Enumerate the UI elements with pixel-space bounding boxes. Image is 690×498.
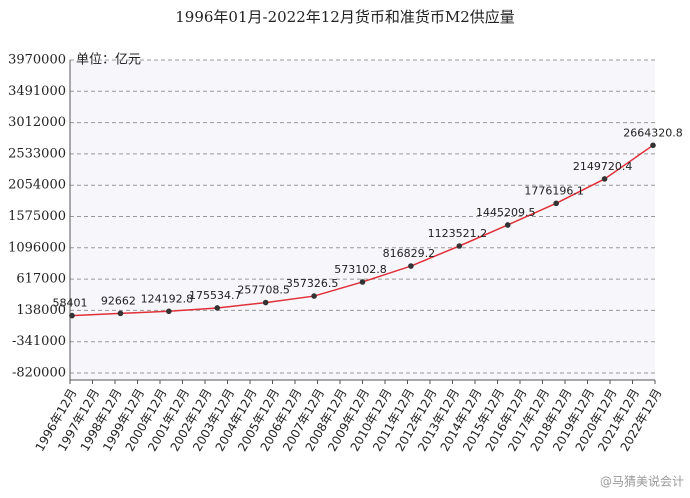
point <box>214 305 221 311</box>
point <box>456 243 463 249</box>
value-label: 2149720.4 <box>573 160 633 173</box>
y-tick-label: 617000 <box>16 272 66 287</box>
y-tick-label: 138000 <box>16 303 66 318</box>
value-label: 124192.8 <box>141 292 194 305</box>
value-label: 175534.7 <box>189 289 242 302</box>
y-tick-label: 3970000 <box>8 53 66 68</box>
value-label: 1445209.5 <box>476 206 536 219</box>
value-label: 1776196.1 <box>524 184 584 197</box>
chart-title: 1996年01月-2022年12月货币和准货币M2供应量 <box>175 8 515 26</box>
plot-area <box>70 60 655 380</box>
value-label: 357326.5 <box>286 277 339 290</box>
y-tick-label: 1575000 <box>8 209 66 224</box>
y-tick-label: -341000 <box>12 334 66 349</box>
point <box>553 200 559 207</box>
value-label: 1123521.2 <box>428 227 488 240</box>
point <box>117 310 124 317</box>
point <box>359 279 366 285</box>
point <box>69 312 75 319</box>
point <box>262 299 269 306</box>
value-label: 2664320.8 <box>623 126 683 139</box>
y-tick-label: 2054000 <box>8 178 66 193</box>
value-label: 92662 <box>101 294 136 307</box>
y-tick-label: 2533000 <box>8 146 66 161</box>
value-label: 58401 <box>53 297 88 310</box>
point <box>166 308 172 315</box>
y-tick-label: 1096000 <box>8 240 66 255</box>
point <box>650 142 656 149</box>
y-tick-label: 3491000 <box>8 84 66 99</box>
watermark: @马猜美说会计 <box>600 474 684 489</box>
value-label: 573102.8 <box>334 263 387 276</box>
point <box>311 293 317 299</box>
y-tick-label: -820000 <box>12 366 66 381</box>
point <box>504 222 511 228</box>
value-label: 257708.5 <box>237 284 290 297</box>
point <box>601 176 608 182</box>
value-label: 816829.2 <box>383 247 436 260</box>
y-tick-label: 3012000 <box>8 115 66 130</box>
point <box>408 263 414 269</box>
